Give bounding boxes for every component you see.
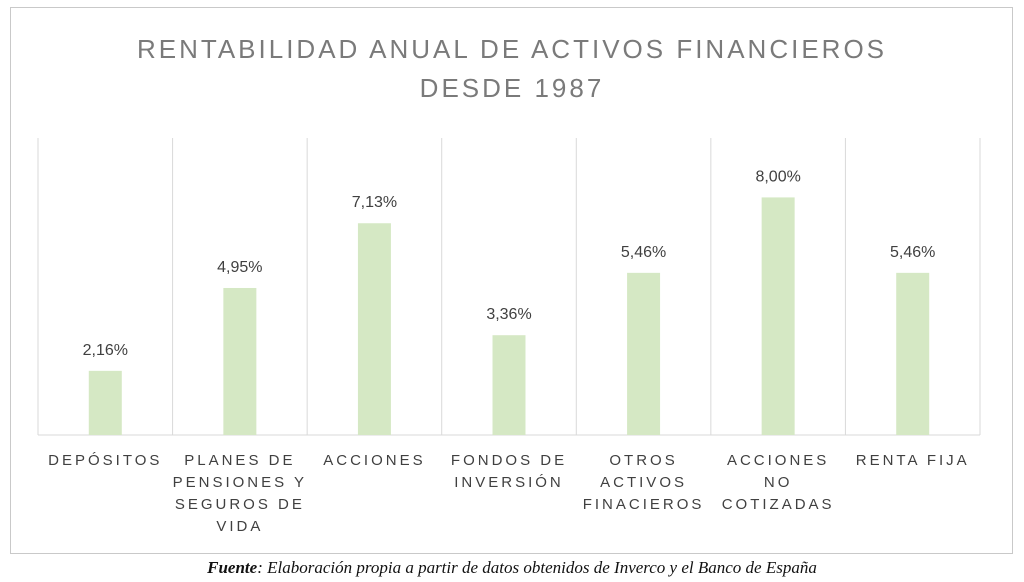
category-label-2-line-3: SEGUROS DE: [175, 496, 305, 513]
category-label-3-line-1: ACCIONES: [323, 452, 425, 469]
category-label-7-line-1: RENTA FIJA: [856, 452, 970, 469]
category-label-4-line-1: FONDOS DE: [451, 452, 567, 469]
chart-value-labels: 2,16% 4,95% 7,13% 3,36% 5,46% 8,00% 5,46%: [83, 168, 936, 358]
category-label-1-line-1: DEPÓSITOS: [48, 452, 162, 469]
bar-5: [627, 272, 661, 435]
value-label-2: 4,95%: [217, 259, 262, 276]
bar-3: [357, 223, 391, 435]
bar-6: [761, 197, 795, 435]
category-label-5-line-2: ACTIVOS: [600, 474, 687, 491]
source-text: : Elaboración propia a partir de datos o…: [257, 558, 817, 577]
chart-title: RENTABILIDAD ANUAL DE ACTIVOS FINANCIERO…: [137, 34, 887, 103]
category-label-5-line-1: OTROS: [609, 452, 677, 469]
bar-1: [88, 370, 122, 435]
category-label-2-line-4: VIDA: [216, 518, 263, 535]
category-label-4-line-2: INVERSIÓN: [454, 474, 564, 491]
value-label-5: 5,46%: [621, 244, 666, 261]
chart-title-line-2: DESDE 1987: [420, 73, 605, 103]
chart-title-line-1: RENTABILIDAD ANUAL DE ACTIVOS FINANCIERO…: [137, 34, 887, 64]
bar-4: [492, 335, 526, 435]
value-label-7: 5,46%: [890, 244, 935, 261]
bar-7: [896, 272, 930, 435]
value-label-6: 8,00%: [755, 168, 800, 185]
category-label-2-line-1: PLANES DE: [184, 452, 295, 469]
bar-2: [223, 287, 257, 435]
category-label-6-line-1: ACCIONES: [727, 452, 829, 469]
category-label-5-line-3: FINACIEROS: [583, 496, 705, 513]
category-label-6-line-3: COTIZADAS: [722, 496, 835, 513]
category-label-6-line-2: NO: [764, 474, 793, 491]
value-label-4: 3,36%: [486, 306, 531, 323]
category-label-2-line-2: PENSIONES Y: [173, 474, 307, 491]
value-label-3: 7,13%: [352, 194, 397, 211]
bar-chart: RENTABILIDAD ANUAL DE ACTIVOS FINANCIERO…: [37, 34, 981, 535]
chart-category-labels: DEPÓSITOS PLANES DE PENSIONES Y SEGUROS DE V…: [48, 452, 970, 535]
chart-bars: [88, 197, 930, 435]
source-note: Fuente: Elaboración propia a partir de d…: [0, 558, 1024, 578]
source-label: Fuente: [207, 558, 258, 577]
value-label-1: 2,16%: [83, 342, 128, 359]
